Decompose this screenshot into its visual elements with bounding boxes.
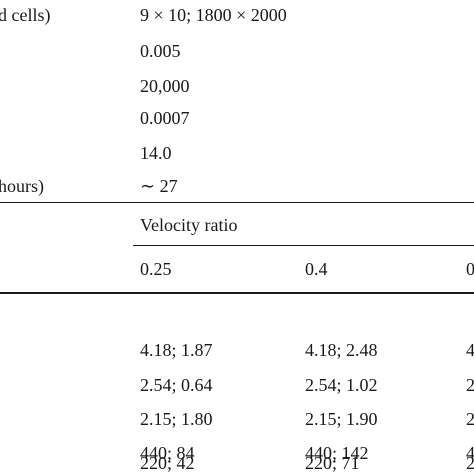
param-value: 9 × 10; 1800 × 2000 xyxy=(140,5,287,25)
table-cell: 440; 142 xyxy=(305,443,369,463)
table-cell: 220; 42 xyxy=(140,453,195,473)
table-cell: 4 xyxy=(466,340,474,360)
table-cell: 2 xyxy=(466,409,474,429)
header-rule xyxy=(0,292,474,294)
group-header: Velocity ratio xyxy=(140,215,238,235)
group-header-rule xyxy=(133,245,474,246)
table-cell: 2.54; 0.64 xyxy=(140,375,213,395)
table-cell: 2.54; 1.02 xyxy=(305,375,378,395)
param-value: 0.005 xyxy=(140,41,181,61)
table-cell: 2 xyxy=(466,453,474,473)
param-label: hours) xyxy=(0,176,44,196)
table-cell: 2.15; 1.80 xyxy=(140,409,213,429)
table-cell: 2.15; 1.90 xyxy=(305,409,378,429)
param-value: 14.0 xyxy=(140,143,172,163)
table-cell: 220; 71 xyxy=(305,453,360,473)
column-header: 0 xyxy=(466,259,474,279)
table-cell: 4.18; 1.87 xyxy=(140,340,213,360)
param-label: d cells) xyxy=(0,5,51,25)
table-cell: 4.18; 2.48 xyxy=(305,340,378,360)
param-value: ∼ 27 xyxy=(140,176,178,196)
table-cell: 4 xyxy=(466,443,474,463)
table-cell: 440; 84 xyxy=(140,443,195,463)
column-header: 0.25 xyxy=(140,259,172,279)
table-divider xyxy=(0,202,474,203)
table-cell: 2 xyxy=(466,375,474,395)
column-header: 0.4 xyxy=(305,259,328,279)
param-value: 20,000 xyxy=(140,76,190,96)
param-value: 0.0007 xyxy=(140,108,190,128)
